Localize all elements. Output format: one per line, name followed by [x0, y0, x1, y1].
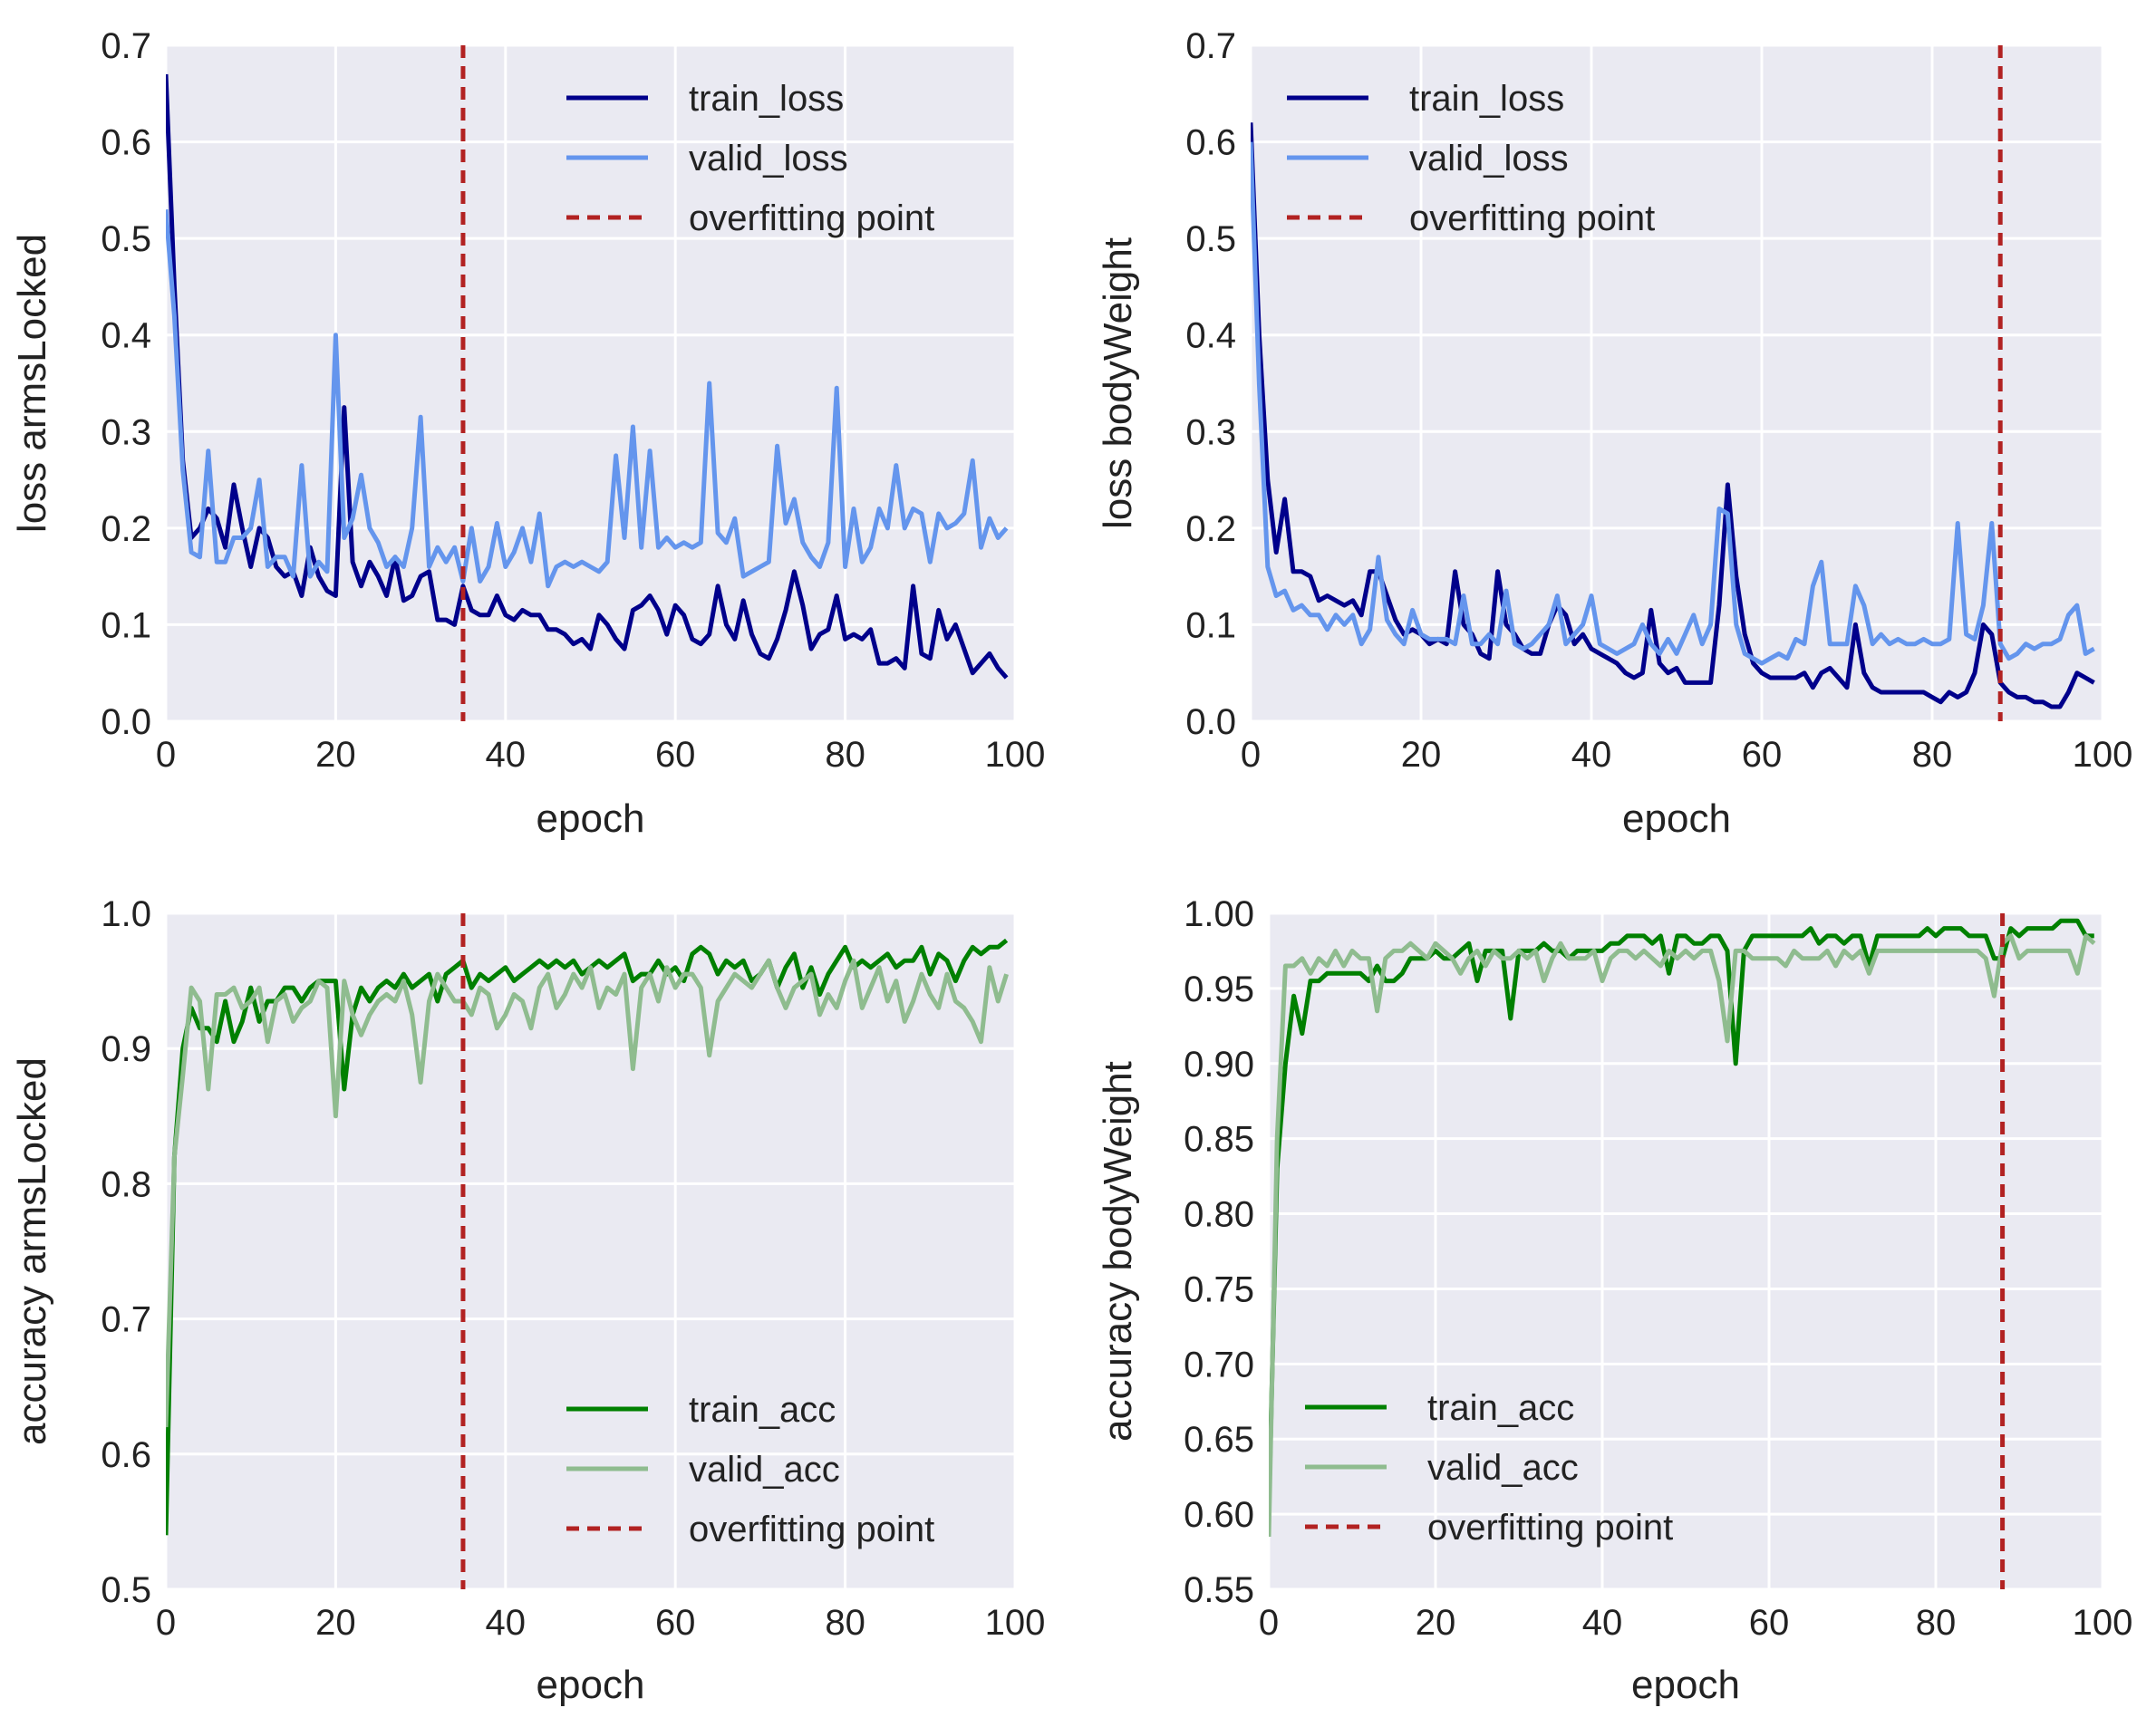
legend-label-overfitting-point: overfitting point	[689, 1510, 934, 1549]
y-tick-label: 0.75	[1184, 1269, 1254, 1309]
y-tick-label: 0.7	[101, 1300, 151, 1340]
legend-label-valid-loss: valid_loss	[1409, 139, 1569, 178]
y-tick-label: 0.2	[101, 509, 151, 549]
x-tick-label: 40	[486, 1603, 527, 1643]
series-line-train-loss	[166, 73, 1009, 680]
y-axis-label: accuracy armsLocked	[10, 1057, 54, 1445]
x-axis-label: epoch	[537, 1663, 645, 1707]
legend-label-overfitting-point: overfitting point	[1409, 198, 1655, 238]
y-tick-label: 0.2	[1185, 509, 1236, 549]
legend-label-train-acc: train_acc	[1427, 1388, 1574, 1428]
legend-label-train-loss: train_loss	[1409, 79, 1564, 119]
y-tick-label: 1.0	[101, 894, 151, 934]
y-tick-label: 0.5	[101, 1570, 151, 1610]
y-tick-label: 1.00	[1184, 894, 1254, 934]
x-tick-label: 60	[1742, 735, 1783, 775]
legend-label-train-acc: train_acc	[689, 1390, 836, 1430]
x-tick-label: 60	[655, 735, 696, 775]
y-axis-label: loss bodyWeight	[1096, 237, 1140, 529]
series-line-train-acc	[1269, 918, 2094, 1515]
x-tick-label: 0	[156, 735, 176, 775]
panel-loss-armslocked: 0 20 40 60 80 100 0.0 0.1 0.2 0.3 0.4 0.5 0.6 0.7 epoc…	[10, 26, 1045, 841]
x-tick-label: 100	[985, 735, 1046, 775]
x-tick-label: 100	[985, 1603, 1046, 1643]
panel-accuracy-bodyweight: 0 20 40 60 80 100 0.55 0.60 0.65 0.70 0.75 0.80 0.85…	[1096, 894, 2132, 1707]
legend-label-train-loss: train_loss	[689, 79, 844, 119]
y-tick-label: 0.4	[101, 316, 151, 356]
series-line-valid-acc	[166, 958, 1009, 1428]
y-tick-label: 0.90	[1184, 1045, 1254, 1085]
y-tick-label: 0.6	[1185, 123, 1236, 163]
y-tick-label: 0.6	[101, 1435, 151, 1475]
series-line-valid-acc	[1269, 933, 2096, 1538]
y-tick-label: 0.0	[1185, 702, 1236, 742]
legend-label-overfitting-point: overfitting point	[689, 198, 934, 238]
y-tick-label: 0.3	[101, 412, 151, 452]
y-tick-label: 0.60	[1184, 1495, 1254, 1535]
y-tick-label: 0.1	[1185, 605, 1236, 645]
y-tick-label: 0.8	[101, 1164, 151, 1204]
legend-label-valid-loss: valid_loss	[689, 139, 848, 178]
y-tick-label: 0.3	[1185, 412, 1236, 452]
plot-background	[166, 913, 1015, 1589]
x-tick-label: 60	[1749, 1603, 1790, 1643]
series-line-train-loss	[1251, 122, 2095, 709]
y-tick-label: 0.6	[101, 123, 151, 163]
y-tick-label: 0.7	[1185, 26, 1236, 66]
plot-background	[166, 45, 1015, 721]
panel-loss-bodyweight: 0 20 40 60 80 100 0.0 0.1 0.2 0.3 0.4 0.5 0.6 0.7 epoc…	[1096, 26, 2132, 841]
x-tick-label: 40	[1571, 735, 1612, 775]
y-tick-label: 0.85	[1184, 1120, 1254, 1160]
y-tick-label: 0.9	[101, 1029, 151, 1069]
x-axis-label: epoch	[537, 796, 645, 841]
x-tick-label: 60	[655, 1603, 696, 1643]
y-tick-label: 0.65	[1184, 1420, 1254, 1460]
y-axis-label: loss armsLocked	[10, 234, 54, 533]
x-tick-label: 100	[2073, 735, 2133, 775]
x-tick-label: 40	[1582, 1603, 1623, 1643]
plot-background	[1269, 913, 2103, 1589]
y-tick-label: 0.1	[101, 605, 151, 645]
x-tick-label: 100	[2073, 1603, 2133, 1643]
x-tick-label: 20	[1416, 1603, 1456, 1643]
y-tick-label: 0.95	[1184, 970, 1254, 1009]
series-line-train-acc	[166, 938, 1009, 1536]
x-tick-label: 20	[1401, 735, 1442, 775]
panel-accuracy-armslocked: 0 20 40 60 80 100 0.5 0.6 0.7 0.8 0.9 1.0 epoch accur…	[10, 894, 1045, 1707]
x-tick-label: 20	[315, 1603, 356, 1643]
x-tick-label: 0	[1259, 1603, 1279, 1643]
x-tick-label: 80	[1916, 1603, 1957, 1643]
plot-background	[1251, 45, 2103, 721]
y-tick-label: 0.5	[1185, 219, 1236, 259]
x-axis-label: epoch	[1622, 796, 1731, 841]
x-tick-label: 80	[825, 1603, 865, 1643]
legend-label-valid-acc: valid_acc	[689, 1450, 840, 1490]
y-tick-label: 0.80	[1184, 1195, 1254, 1235]
y-tick-label: 0.0	[101, 702, 151, 742]
y-tick-label: 0.55	[1184, 1570, 1254, 1610]
legend-label-valid-acc: valid_acc	[1427, 1448, 1579, 1488]
x-tick-label: 80	[825, 735, 865, 775]
x-tick-label: 0	[156, 1603, 176, 1643]
y-tick-label: 0.70	[1184, 1345, 1254, 1384]
x-tick-label: 80	[1912, 735, 1953, 775]
series-line-valid-loss	[166, 209, 1009, 589]
x-tick-label: 20	[315, 735, 356, 775]
y-tick-label: 0.5	[101, 219, 151, 259]
x-tick-label: 40	[486, 735, 527, 775]
x-axis-label: epoch	[1631, 1663, 1740, 1707]
x-tick-label: 0	[1241, 735, 1261, 775]
legend-label-overfitting-point: overfitting point	[1427, 1508, 1673, 1548]
y-tick-label: 0.7	[101, 26, 151, 66]
series-line-valid-loss	[1251, 141, 2095, 666]
y-axis-label: accuracy bodyWeight	[1096, 1061, 1140, 1442]
y-tick-label: 0.4	[1185, 316, 1236, 356]
